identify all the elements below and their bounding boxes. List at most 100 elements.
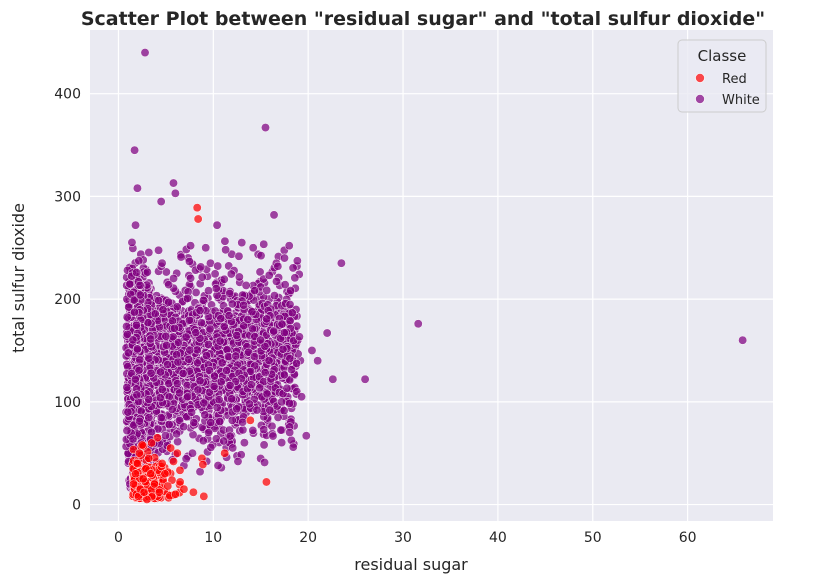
white-point xyxy=(738,335,748,345)
white-point-cluster xyxy=(157,384,167,394)
y-tick-label: 400 xyxy=(54,87,81,103)
red-point xyxy=(146,469,156,479)
white-point-cluster xyxy=(248,426,258,435)
white-point-cluster xyxy=(276,425,286,435)
white-point-cluster xyxy=(292,256,302,266)
white-point-cluster xyxy=(202,351,211,361)
white-point-cluster xyxy=(193,385,203,395)
white-point xyxy=(284,241,294,251)
x-tick-label: 40 xyxy=(489,530,507,546)
white-point xyxy=(297,392,306,402)
red-point xyxy=(198,460,208,469)
white-point-cluster xyxy=(163,360,173,370)
scatter-points xyxy=(121,48,748,504)
white-point-cluster xyxy=(260,368,270,378)
white-point-cluster xyxy=(134,256,144,266)
white-point-cluster xyxy=(186,273,196,283)
white-point-cluster xyxy=(239,300,249,310)
red-point xyxy=(134,448,144,458)
white-point xyxy=(123,407,133,417)
white-point-cluster xyxy=(124,302,134,312)
x-tick-label: 10 xyxy=(204,530,222,546)
white-point-cluster xyxy=(288,263,298,273)
y-tick-labels: 0 100 200 300 400 xyxy=(54,87,81,514)
y-tick-label: 0 xyxy=(72,498,81,514)
white-point-cluster xyxy=(247,307,257,317)
white-point-cluster xyxy=(158,305,168,315)
white-point-cluster xyxy=(260,341,270,351)
white-point-cluster xyxy=(270,291,279,301)
white-point-cluster xyxy=(164,420,174,429)
legend-entry-red: Red xyxy=(722,72,747,87)
white-point-cluster xyxy=(187,407,197,417)
white-point-cluster xyxy=(219,322,229,331)
white-point-cluster xyxy=(129,295,139,305)
white-point-cluster xyxy=(213,261,223,271)
legend-marker-red xyxy=(695,73,705,83)
white-point xyxy=(413,319,423,329)
red-point xyxy=(144,453,154,463)
white-point-cluster xyxy=(203,340,213,349)
white-point-cluster xyxy=(146,368,156,378)
white-point-cluster xyxy=(128,335,138,345)
white-point-cluster xyxy=(134,365,144,375)
red-point xyxy=(175,477,185,487)
white-point-cluster xyxy=(285,398,295,408)
white-point xyxy=(336,258,346,268)
red-point xyxy=(138,474,148,484)
white-point xyxy=(130,145,140,155)
white-point-cluster xyxy=(173,357,183,367)
white-point-cluster xyxy=(161,331,171,341)
white-point-cluster xyxy=(286,286,296,296)
white-point-cluster xyxy=(222,366,232,375)
white-point-cluster xyxy=(264,270,274,280)
x-tick-label: 60 xyxy=(679,530,697,546)
white-point-cluster xyxy=(144,413,154,423)
white-point-cluster xyxy=(232,330,242,340)
white-point-cluster xyxy=(136,406,146,416)
white-point-cluster xyxy=(238,417,247,427)
white-point-cluster xyxy=(172,350,182,360)
white-point-cluster xyxy=(259,239,269,249)
white-point-cluster xyxy=(155,393,165,403)
white-point xyxy=(277,397,287,407)
white-point xyxy=(237,238,247,248)
white-point-cluster xyxy=(226,269,236,279)
white-point-cluster xyxy=(288,442,298,452)
white-point-cluster xyxy=(215,417,225,427)
white-point-cluster xyxy=(278,344,288,354)
white-point-cluster xyxy=(144,395,154,404)
chart-title: Scatter Plot between "residual sugar" an… xyxy=(81,8,765,30)
white-point-cluster xyxy=(285,428,295,437)
red-point xyxy=(245,415,255,425)
white-point-cluster xyxy=(144,248,154,257)
white-point xyxy=(252,405,262,415)
white-point xyxy=(269,210,279,220)
red-point xyxy=(139,487,149,497)
white-point-cluster xyxy=(239,438,249,448)
white-point-cluster xyxy=(146,334,156,344)
y-axis-label: total sulfur dioxide xyxy=(9,203,28,353)
white-point-cluster xyxy=(161,431,171,441)
white-point-cluster xyxy=(210,269,220,279)
white-point-cluster xyxy=(123,348,133,358)
white-point xyxy=(132,183,142,193)
white-point xyxy=(140,48,150,58)
legend-marker-white xyxy=(695,94,705,104)
white-point-cluster xyxy=(225,380,235,390)
white-point-cluster xyxy=(125,279,135,289)
white-point-cluster xyxy=(135,290,145,300)
white-point-cluster xyxy=(200,410,210,420)
y-tick-label: 300 xyxy=(54,189,81,205)
white-point-cluster xyxy=(132,344,142,354)
red-point xyxy=(169,456,178,466)
white-point-cluster xyxy=(249,352,259,362)
red-point xyxy=(163,481,173,491)
white-point-cluster xyxy=(172,302,182,312)
red-point-cluster xyxy=(175,465,185,475)
white-point xyxy=(170,188,180,198)
white-point-cluster xyxy=(219,274,229,284)
white-point-cluster xyxy=(204,286,214,296)
legend-box xyxy=(677,39,767,113)
white-point-cluster xyxy=(199,295,208,305)
